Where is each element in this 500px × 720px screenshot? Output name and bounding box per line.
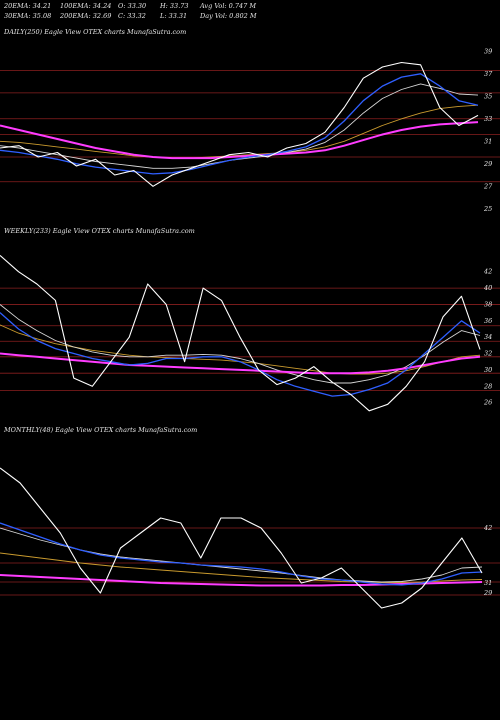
- stat-low: L: 33.31: [160, 12, 188, 20]
- ema200-series-line: [0, 121, 479, 160]
- y-tick-label: 35: [484, 92, 492, 100]
- stat-30ema: 30EMA: 35.08: [4, 12, 52, 20]
- y-tick-label: 30: [484, 366, 492, 374]
- y-tick-label: 28: [483, 382, 492, 390]
- y-tick-label: 26: [483, 399, 492, 407]
- stat-close: C: 33.32: [118, 12, 146, 20]
- ema200-series-line: [0, 574, 483, 587]
- weekly-panel-label: WEEKLY(233) Eagle View OTEX charts Munaf…: [4, 227, 195, 235]
- monthly-panel-label: MONTHLY(48) Eagle View OTEX charts Munaf…: [4, 426, 198, 434]
- ema200-series-line: [0, 352, 481, 375]
- price-series-line: [0, 254, 481, 412]
- stat-20ema: 20EMA: 34.21: [4, 2, 52, 10]
- ema100-series-line: [0, 104, 479, 159]
- ema100-series-line: [0, 552, 483, 583]
- y-tick-label: 40: [483, 284, 492, 292]
- stat-100ema: 100EMA: 34.24: [60, 2, 112, 10]
- y-tick-label: 25: [483, 205, 492, 213]
- ema20-series-line: [0, 312, 481, 397]
- y-tick-label: 34: [484, 333, 492, 341]
- monthly-chart: 29 31 42: [0, 467, 500, 609]
- daily-chart: 25 27 29 31 33 35 37 39: [0, 47, 500, 213]
- y-tick-label: 38: [484, 300, 492, 308]
- y-tick-label: 42: [483, 268, 492, 276]
- y-tick-label: 32: [484, 350, 492, 358]
- ema20-series-line: [0, 522, 483, 586]
- y-tick-label: 42: [483, 524, 492, 532]
- price-series-line: [0, 61, 479, 187]
- daily-panel-label: DAILY(250) Eagle View OTEX charts Munafa…: [4, 28, 187, 36]
- stat-avg-vol: Avg Vol: 0.747 M: [200, 2, 257, 10]
- y-tick-label: 39: [484, 47, 492, 55]
- y-tick-label: 27: [483, 182, 493, 190]
- stat-open: O: 33.30: [118, 2, 147, 10]
- stat-200ema: 200EMA: 32.69: [60, 12, 112, 20]
- y-tick-label: 31: [484, 137, 492, 145]
- y-tick-label: 29: [483, 589, 492, 597]
- y-tick-label: 36: [484, 317, 492, 325]
- y-tick-label: 37: [484, 70, 493, 78]
- weekly-chart: 26 28 30 32 34 36 38 40 42: [0, 254, 500, 412]
- y-tick-label: 31: [484, 579, 492, 587]
- ema20-series-line: [0, 73, 479, 175]
- stat-high: H: 33.73: [160, 2, 189, 10]
- y-tick-label: 29: [483, 160, 492, 168]
- y-tick-label: 33: [484, 115, 492, 123]
- price-series-line: [0, 467, 483, 609]
- ema100-series-line: [0, 324, 481, 375]
- stat-day-vol: Day Vol: 0.802 M: [200, 12, 257, 20]
